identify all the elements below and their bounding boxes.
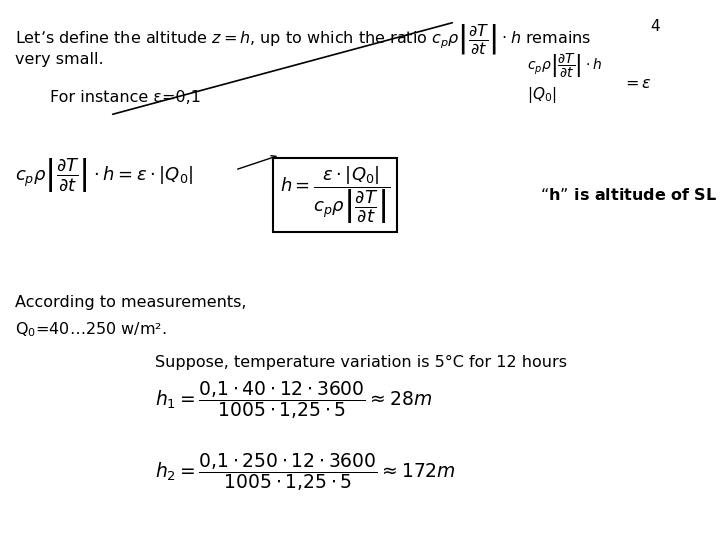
Text: $= \varepsilon$: $= \varepsilon$ <box>622 75 652 92</box>
Text: $|Q_0|$: $|Q_0|$ <box>527 85 557 105</box>
Text: $h_2 = \dfrac{0{,}1\cdot 250\cdot 12\cdot 3600}{1005\cdot 1{,}25\cdot 5} \approx: $h_2 = \dfrac{0{,}1\cdot 250\cdot 12\cdo… <box>155 451 456 493</box>
Text: Suppose, temperature variation is 5°C for 12 hours: Suppose, temperature variation is 5°C fo… <box>155 355 567 370</box>
Text: $h = \dfrac{\varepsilon\cdot|Q_0|}{c_p\rho\left|\dfrac{\partial T}{\partial t}\r: $h = \dfrac{\varepsilon\cdot|Q_0|}{c_p\r… <box>279 164 390 226</box>
Text: For instance ε=0,1: For instance ε=0,1 <box>50 90 201 105</box>
Text: $h_1 = \dfrac{0{,}1\cdot 40\cdot 12\cdot 3600}{1005\cdot 1{,}25\cdot 5} \approx : $h_1 = \dfrac{0{,}1\cdot 40\cdot 12\cdot… <box>155 379 432 421</box>
Text: $c_p\rho\left|\dfrac{\partial T}{\partial t}\right|\cdot h = \varepsilon\cdot|Q_: $c_p\rho\left|\dfrac{\partial T}{\partia… <box>15 156 194 194</box>
Text: $c_p\rho\left|\dfrac{\partial T}{\partial t}\right|\cdot h$: $c_p\rho\left|\dfrac{\partial T}{\partia… <box>527 52 602 80</box>
Text: “$\mathbf{h}$” is altitude of SL: “$\mathbf{h}$” is altitude of SL <box>540 187 717 203</box>
Text: 4: 4 <box>650 19 660 34</box>
Text: very small.: very small. <box>15 52 104 67</box>
Text: Let’s define the altitude $z=h$, up to which the ratio $c_p\rho\left|\dfrac{\par: Let’s define the altitude $z=h$, up to w… <box>15 22 591 56</box>
Text: According to measurements,: According to measurements, <box>15 295 246 310</box>
Text: Q$_0$=40…250 w/m².: Q$_0$=40…250 w/m². <box>15 320 166 339</box>
